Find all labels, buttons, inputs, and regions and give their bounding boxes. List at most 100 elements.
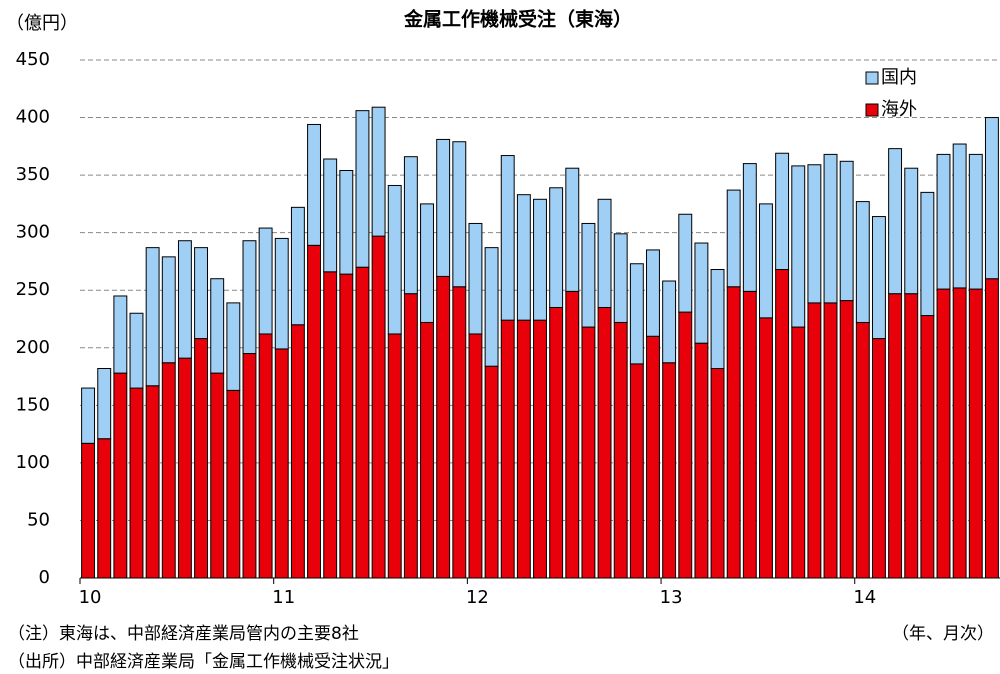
bar-segment <box>516 194 531 321</box>
bar-segment <box>161 256 176 364</box>
bar-segment <box>500 155 515 321</box>
y-tick-label: 50 <box>27 509 50 530</box>
bar-segment <box>371 106 386 237</box>
bar-segment <box>678 311 693 579</box>
bar-segment <box>420 203 434 323</box>
x-tick-label: 11 <box>272 587 295 608</box>
legend-label: 海外 <box>881 99 917 120</box>
bar-segment <box>371 235 386 579</box>
y-tick-label: 100 <box>16 452 50 473</box>
y-tick-label: 0 <box>39 567 50 588</box>
y-tick-label: 200 <box>16 337 50 358</box>
bar-segment <box>855 321 870 579</box>
bar-segment <box>323 271 338 579</box>
legend-swatch <box>865 103 879 117</box>
bar-segment <box>258 333 273 579</box>
bar-segment <box>129 312 144 389</box>
x-tick-label: 10 <box>79 587 102 608</box>
bar-segment <box>871 216 886 340</box>
bar-segment <box>984 117 999 280</box>
bar-segment <box>226 302 241 391</box>
bar-segment <box>290 324 305 579</box>
bar-segment <box>694 242 709 344</box>
bar-segment <box>904 167 919 295</box>
bar-segment <box>936 153 951 290</box>
bar-segment <box>775 152 790 271</box>
bar-segment <box>646 249 660 337</box>
bar-segment <box>468 222 483 335</box>
bar-segment <box>726 189 741 288</box>
bar-segment <box>694 342 709 579</box>
bar-segment <box>662 362 677 579</box>
bar-segment <box>629 363 644 579</box>
bar-segment <box>936 288 951 579</box>
bar-segment <box>759 317 773 579</box>
bar-segment <box>952 287 967 579</box>
bar-segment <box>533 198 547 321</box>
y-tick-label: 150 <box>16 394 50 415</box>
bar-segment <box>968 288 983 579</box>
bar-segment <box>484 365 499 579</box>
bar-segment <box>581 222 596 328</box>
bar-segment <box>323 158 338 273</box>
bar-segment <box>436 138 451 277</box>
bar-segment <box>177 240 192 359</box>
bar-segment <box>662 280 677 364</box>
bar-segment <box>775 269 790 579</box>
bar-segment <box>339 273 354 579</box>
bar-segment <box>629 263 644 365</box>
bar-segment <box>549 306 564 579</box>
bar-segment <box>387 333 402 579</box>
bar-segment <box>871 338 886 579</box>
bar-segment <box>646 335 660 579</box>
source: （出所）中部経済産業局「金属工作機械受注状況」 <box>8 652 399 672</box>
bar-segment <box>904 293 919 579</box>
bar-segment <box>742 163 757 292</box>
bar-segment <box>726 286 741 579</box>
bar-segment <box>533 319 547 579</box>
bar-segment <box>823 153 838 304</box>
x-tick-label: 13 <box>660 587 683 608</box>
bar-segment <box>920 315 935 579</box>
bar-segment <box>403 293 418 579</box>
bar-segment <box>452 141 467 288</box>
bar-segment <box>274 237 289 350</box>
bar-segment <box>420 321 434 579</box>
bar-segment <box>839 160 854 302</box>
bar-segment <box>613 233 628 323</box>
x-tick-label: 14 <box>853 587 876 608</box>
bar-segment <box>81 387 96 444</box>
bar-segment <box>920 191 935 317</box>
bar-segment <box>355 110 370 268</box>
bar-segment <box>549 187 564 308</box>
bar-segment <box>742 290 757 579</box>
note: （注）東海は、中部経済産業局管内の主要8社 <box>8 624 359 644</box>
legend-swatch <box>865 71 879 85</box>
bar-segment <box>210 372 225 579</box>
bar-segment <box>484 247 499 367</box>
bar-segment <box>500 319 515 579</box>
bar-segment <box>307 123 321 246</box>
bar-segment <box>210 278 225 374</box>
x-tick-label: 12 <box>466 587 489 608</box>
chart-title: 金属工作機械受注（東海） <box>403 8 632 31</box>
bar-segment <box>161 362 176 579</box>
bar-segment <box>81 442 96 579</box>
bar-segment <box>791 326 806 579</box>
bar-segment <box>129 387 144 579</box>
bar-segment <box>339 170 354 275</box>
bar-segment <box>839 300 854 579</box>
bar-segment <box>145 247 160 387</box>
bar-segment <box>791 165 806 328</box>
bar-segment <box>113 372 128 579</box>
bar-segment <box>565 167 580 292</box>
bar-segment <box>597 306 612 579</box>
x-unit: （年、月次） <box>892 624 994 644</box>
bar-segment <box>710 367 725 579</box>
y-tick-label: 250 <box>16 279 50 300</box>
bar-segment <box>468 333 483 579</box>
bar-segment <box>759 203 773 319</box>
bar-segment <box>807 164 822 304</box>
bar-segment <box>807 302 822 579</box>
